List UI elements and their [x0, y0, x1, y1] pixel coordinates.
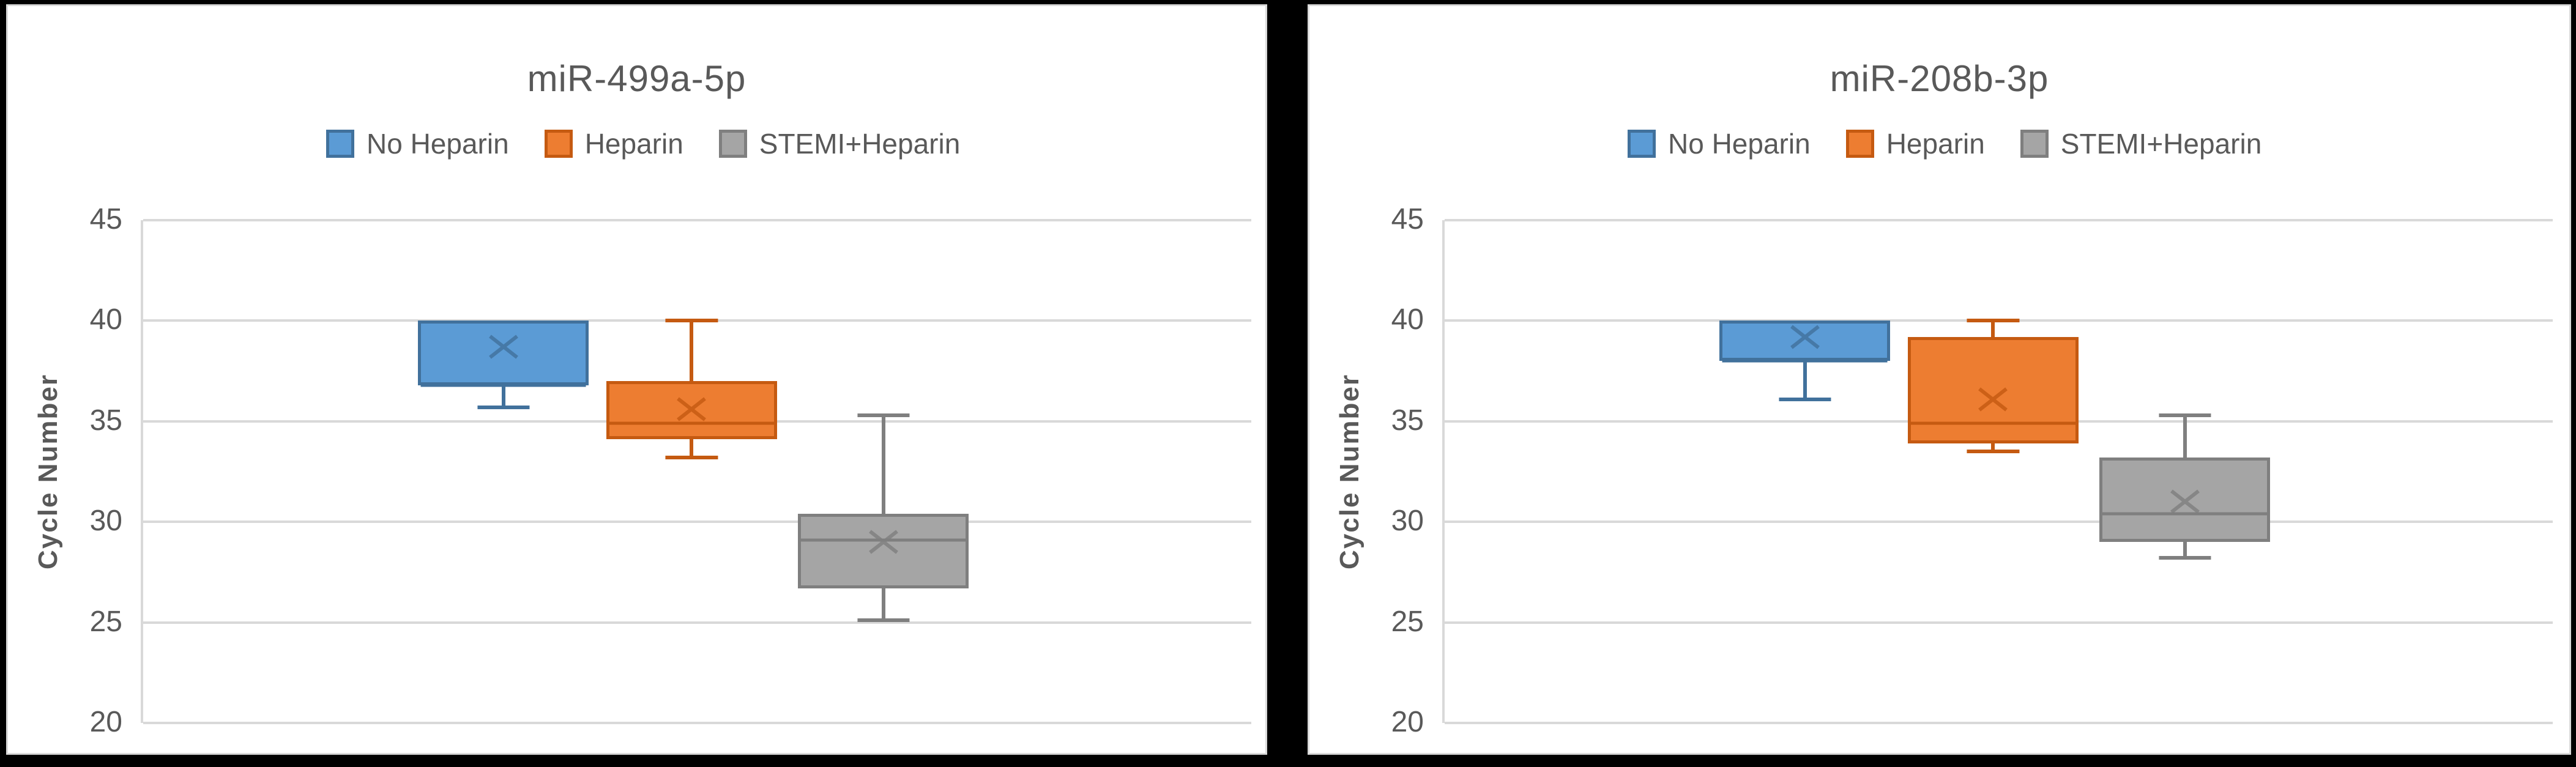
box-whisker-stem	[881, 588, 885, 621]
box-whisker-cap	[1967, 450, 2019, 454]
box	[418, 321, 589, 385]
plot-area: 45 40 35 30 25 20	[1391, 205, 2553, 737]
gridline	[143, 521, 1251, 524]
gridline	[143, 722, 1251, 724]
legend-swatch-stemi-heparin	[718, 130, 747, 158]
y-tick-label: 25	[1391, 605, 1424, 638]
legend-swatch-heparin	[1845, 130, 1874, 158]
chart-panel-mir-499a-5p: miR-499a-5p No Heparin Heparin STEMI+Hep…	[6, 4, 1267, 755]
y-tick-label: 20	[1391, 706, 1424, 739]
box-whisker-stem	[690, 321, 694, 382]
y-tick-label: 45	[1391, 203, 1424, 236]
legend-label: No Heparin	[1668, 128, 1811, 160]
box-median-line	[1722, 359, 1888, 363]
plot-area: 45 40 35 30 25 20	[90, 205, 1251, 737]
legend-swatch-no-heparin	[326, 130, 354, 158]
y-tick-label: 30	[1391, 505, 1424, 538]
y-tick-label: 30	[89, 505, 122, 538]
y-tick-label: 20	[89, 706, 122, 739]
box-median-line	[2102, 512, 2268, 516]
y-tick-label: 45	[89, 203, 122, 236]
gridline	[143, 219, 1251, 221]
y-axis-title: Cycle Number	[1335, 374, 1364, 569]
legend-label: STEMI+Heparin	[759, 128, 961, 160]
legend-item-heparin: Heparin	[544, 127, 683, 160]
legend-label: STEMI+Heparin	[2060, 128, 2262, 160]
legend: No Heparin Heparin STEMI+Heparin	[1628, 127, 2261, 160]
box-whisker-cap	[665, 455, 718, 459]
y-tick-label: 35	[1391, 404, 1424, 437]
legend-swatch-heparin	[544, 130, 573, 158]
box-whisker-cap	[665, 319, 718, 323]
box	[798, 514, 969, 588]
box-mean-marker	[868, 530, 898, 554]
y-tick-label: 25	[89, 605, 122, 638]
legend-swatch-no-heparin	[1628, 130, 1656, 158]
box-whisker-stem	[501, 385, 505, 407]
chart-title: miR-499a-5p	[527, 58, 746, 100]
legend-item-stemi-heparin: STEMI+Heparin	[2020, 127, 2262, 160]
box-mean-marker	[1978, 387, 2008, 412]
y-axis-title: Cycle Number	[33, 374, 63, 569]
box-whisker-cap	[2159, 556, 2211, 560]
gridline	[1445, 521, 2553, 524]
chart-panel-mir-208b-3p: miR-208b-3p No Heparin Heparin STEMI+Hep…	[1308, 4, 2571, 755]
box-median-line	[420, 383, 587, 387]
box-whisker-cap	[1779, 397, 1831, 401]
gridline	[1445, 621, 2553, 624]
box	[1719, 321, 1891, 361]
box-mean-marker	[488, 335, 518, 359]
box-median-line	[1910, 421, 2076, 425]
gridline	[1445, 219, 2553, 221]
box-whisker-cap	[857, 413, 910, 417]
box-whisker-stem	[2183, 415, 2187, 458]
gridline	[143, 621, 1251, 624]
box-whisker-stem	[2183, 542, 2187, 558]
y-tick-label: 35	[89, 404, 122, 437]
box-whisker-stem	[1991, 321, 1995, 337]
y-tick-label: 40	[89, 303, 122, 336]
gridline	[1445, 722, 2553, 724]
y-tick-label: 40	[1391, 303, 1424, 336]
box	[1907, 336, 2079, 443]
legend-swatch-stemi-heparin	[2020, 130, 2049, 158]
box-whisker-stem	[1991, 443, 1995, 452]
box-whisker-cap	[857, 618, 910, 623]
box-whisker-cap	[1967, 319, 2019, 323]
legend-item-heparin: Heparin	[1845, 127, 1985, 160]
legend-label: Heparin	[1886, 128, 1985, 160]
chart-title: miR-208b-3p	[1830, 58, 2049, 100]
box-mean-marker	[677, 397, 707, 421]
legend-item-no-heparin: No Heparin	[1628, 127, 1811, 160]
box-mean-marker	[2170, 489, 2200, 514]
box-whisker-stem	[690, 439, 694, 458]
legend-item-stemi-heparin: STEMI+Heparin	[718, 127, 961, 160]
box-whisker-cap	[2159, 413, 2211, 417]
box-whisker-stem	[881, 415, 885, 514]
legend: No Heparin Heparin STEMI+Heparin	[326, 127, 960, 160]
box-median-line	[608, 421, 775, 425]
legend-label: Heparin	[584, 128, 683, 160]
legend-item-no-heparin: No Heparin	[326, 127, 509, 160]
box-mean-marker	[1790, 325, 1820, 349]
legend-label: No Heparin	[367, 128, 509, 160]
box-whisker-cap	[477, 405, 530, 409]
box-whisker-stem	[1803, 361, 1807, 399]
